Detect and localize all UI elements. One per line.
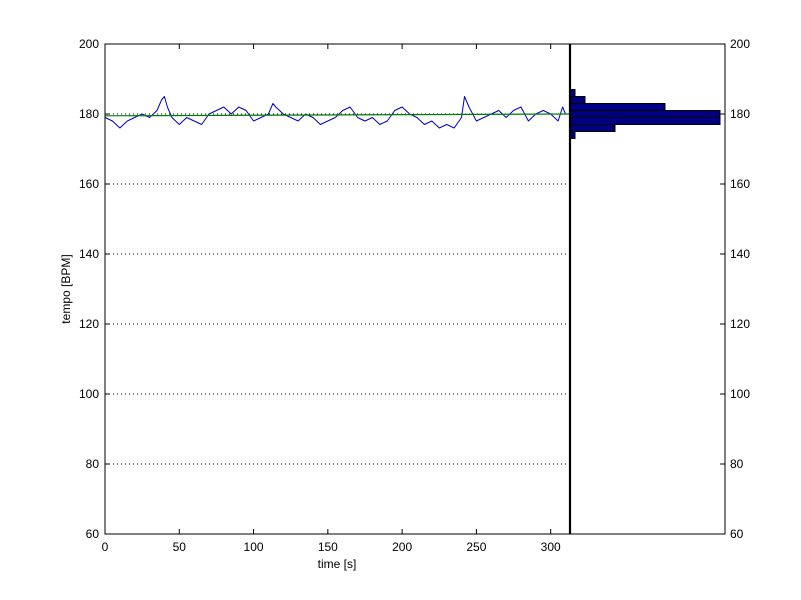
y-tick-label: 140 xyxy=(79,247,99,261)
x-tick-label: 300 xyxy=(541,540,561,554)
histogram-axis-ticks: 60 80 100 120 140 160 180 200 xyxy=(720,37,750,541)
y-axis-label: tempo [BPM] xyxy=(59,254,73,323)
x-tick-label: 250 xyxy=(466,540,486,554)
x-tick-label: 100 xyxy=(244,540,264,554)
histogram-bar xyxy=(569,117,721,125)
x-tick-label: 50 xyxy=(173,540,187,554)
right-y-tick-label: 120 xyxy=(730,317,750,331)
x-axis-label: time [s] xyxy=(318,557,357,571)
histogram-bar xyxy=(569,96,586,104)
right-y-tick-label: 160 xyxy=(730,177,750,191)
right-y-tick-label: 80 xyxy=(730,457,744,471)
y-tick-label: 60 xyxy=(86,527,100,541)
right-y-tick-label: 60 xyxy=(730,527,744,541)
tempo-histogram-axes: 60 80 100 120 140 160 180 200 xyxy=(568,37,750,541)
mean-tempo-line xyxy=(104,113,571,117)
y-tick-label: 200 xyxy=(79,37,99,51)
y-tick-label: 120 xyxy=(79,317,99,331)
x-tick-label: 0 xyxy=(102,540,109,554)
plot-area xyxy=(105,44,570,534)
y-tick-label: 100 xyxy=(79,387,99,401)
x-tick-label: 200 xyxy=(392,540,412,554)
horizontal-grid xyxy=(105,113,570,465)
y-tick-label: 180 xyxy=(79,107,99,121)
right-y-tick-label: 200 xyxy=(730,37,750,51)
right-y-tick-label: 140 xyxy=(730,247,750,261)
histogram-bar xyxy=(569,110,721,118)
tempo-plot-axes: 60 80 100 120 140 160 180 200 0 50 100 150 200 250 300 xyxy=(79,37,571,554)
right-y-tick-label: 100 xyxy=(730,387,750,401)
y-tick-label: 80 xyxy=(86,457,100,471)
histogram-bar xyxy=(569,124,616,132)
right-y-tick-label: 180 xyxy=(730,107,750,121)
x-tick-label: 150 xyxy=(318,540,338,554)
histogram-bar xyxy=(569,103,666,111)
tempo-series xyxy=(104,96,571,129)
y-tick-label: 160 xyxy=(79,177,99,191)
main-axis-ticks: 60 80 100 120 140 160 180 200 0 50 100 150 200 250 300 xyxy=(79,37,561,554)
